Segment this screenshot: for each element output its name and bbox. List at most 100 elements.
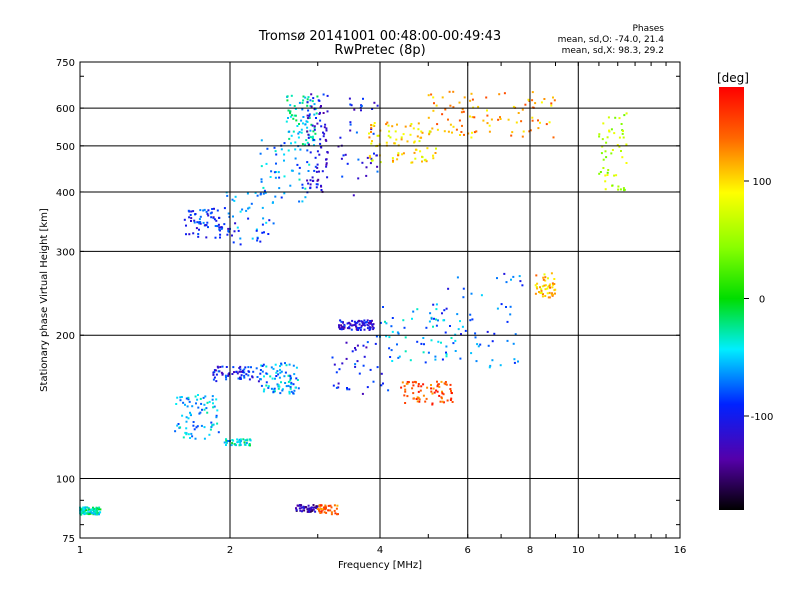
data-point — [448, 90, 451, 93]
data-point — [200, 402, 203, 405]
data-point — [369, 156, 372, 159]
data-point — [600, 152, 603, 155]
data-point — [248, 443, 251, 445]
data-point — [352, 194, 355, 197]
data-point — [331, 356, 334, 359]
data-point — [230, 444, 233, 447]
data-point — [349, 123, 352, 126]
data-point — [376, 170, 379, 173]
data-point — [298, 200, 301, 203]
data-point — [315, 505, 318, 508]
data-point — [312, 508, 315, 511]
data-point — [539, 121, 541, 124]
data-point — [366, 327, 369, 330]
data-point — [96, 513, 98, 516]
data-point — [337, 145, 340, 148]
data-point — [435, 324, 438, 327]
data-point — [358, 326, 361, 329]
data-point — [292, 383, 295, 386]
data-point — [385, 322, 388, 325]
x-axis-ticks: 1 2 4 6 8 10 16 — [77, 62, 686, 556]
data-point — [552, 136, 555, 139]
data-point — [302, 122, 304, 125]
data-point — [447, 118, 449, 121]
data-point — [298, 172, 301, 175]
data-point — [267, 386, 270, 389]
data-point — [225, 376, 227, 379]
y-tick-label: 500 — [56, 142, 75, 153]
data-point — [205, 210, 208, 213]
data-point — [472, 106, 475, 109]
data-point — [95, 506, 98, 509]
data-point — [80, 513, 83, 516]
data-point — [436, 390, 439, 393]
data-point — [192, 232, 195, 235]
data-point — [443, 130, 446, 133]
data-point — [375, 154, 378, 157]
data-point — [602, 122, 605, 125]
data-point — [249, 444, 251, 447]
data-point — [325, 127, 328, 130]
colorbar-tick-label: -100 — [751, 412, 774, 423]
data-point — [433, 102, 435, 105]
data-point — [601, 145, 604, 148]
data-point — [256, 237, 259, 240]
data-point — [540, 289, 543, 292]
x-tick-label: 6 — [465, 545, 471, 556]
data-point — [309, 183, 312, 186]
data-point — [311, 100, 314, 103]
data-point — [330, 506, 333, 509]
data-point — [474, 336, 477, 339]
data-point — [294, 108, 297, 110]
data-point — [470, 92, 473, 95]
data-point — [242, 371, 244, 374]
data-point — [309, 510, 312, 513]
data-point — [503, 92, 506, 95]
data-point — [239, 441, 242, 444]
data-point — [551, 282, 554, 285]
data-point — [247, 217, 250, 220]
data-point — [346, 388, 349, 391]
data-point — [554, 292, 556, 295]
data-point — [298, 178, 301, 181]
data-point — [283, 142, 286, 145]
data-point — [215, 416, 218, 419]
data-point — [349, 324, 352, 327]
data-point — [552, 96, 554, 99]
data-point — [219, 226, 222, 229]
data-point — [552, 283, 555, 286]
data-point — [414, 157, 417, 160]
data-point — [461, 124, 463, 127]
data-point — [422, 337, 425, 339]
data-point — [471, 116, 474, 119]
data-point — [411, 381, 414, 384]
data-point — [266, 147, 269, 150]
data-point — [279, 371, 282, 374]
data-point — [208, 433, 211, 436]
data-point — [499, 118, 502, 120]
data-point — [273, 387, 276, 390]
data-point — [191, 435, 194, 438]
data-point — [541, 293, 544, 296]
data-point — [179, 426, 182, 429]
data-point — [445, 345, 448, 348]
data-point — [613, 132, 616, 135]
data-point — [371, 140, 373, 143]
data-point — [363, 324, 366, 327]
data-point — [320, 511, 323, 514]
data-point — [285, 385, 288, 388]
data-point — [370, 159, 373, 162]
data-point — [302, 116, 305, 118]
data-point — [506, 320, 509, 323]
data-point — [313, 113, 316, 116]
data-point — [274, 195, 277, 198]
data-point — [239, 376, 241, 379]
data-point — [301, 186, 304, 189]
data-point — [488, 124, 491, 127]
data-point — [509, 305, 512, 308]
data-point — [188, 400, 191, 403]
data-point — [256, 376, 259, 378]
data-point — [270, 366, 273, 369]
data-point — [200, 424, 203, 427]
data-point — [310, 93, 313, 96]
